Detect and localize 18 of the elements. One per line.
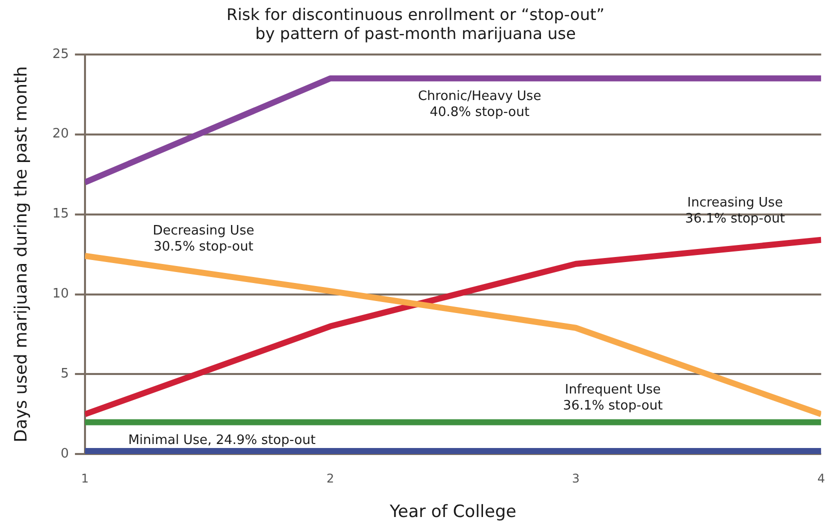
x-tick-label: 1 — [81, 472, 89, 486]
y-tick-label: 25 — [52, 46, 69, 62]
y-tick-label: 10 — [52, 286, 69, 302]
y-tick-label: 15 — [52, 206, 69, 222]
series-label: Minimal Use, 24.9% stop-out — [128, 432, 316, 448]
x-axis-title: Year of College — [388, 502, 516, 522]
x-tick-label: 2 — [326, 472, 334, 486]
x-tick-label: 3 — [572, 472, 580, 486]
series-label: Chronic/Heavy Use 40.8% stop-out — [418, 89, 542, 120]
y-axis-title: Days used marijuana during the past month — [12, 66, 32, 442]
series-label: Decreasing Use 30.5% stop-out — [152, 223, 254, 254]
y-tick-label: 0 — [60, 446, 69, 462]
series-label: Infrequent Use 36.1% stop-out — [562, 382, 663, 414]
y-tick-label: 20 — [52, 126, 69, 142]
series-label: Increasing Use 36.1% stop-out — [685, 195, 785, 226]
x-tick-label: 4 — [817, 472, 826, 486]
y-tick-label: 5 — [60, 366, 69, 382]
chart-title: Risk for discontinuous enrollment or “stop-out” by pattern of past-month marijuana use — [226, 4, 605, 43]
